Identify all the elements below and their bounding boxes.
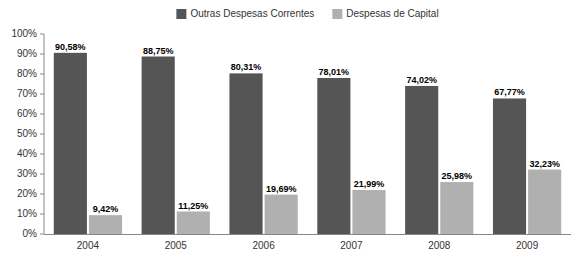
y-tick-label: 10% (17, 208, 37, 219)
y-tick (40, 214, 44, 215)
y-tick (40, 154, 44, 155)
y-tick (40, 194, 44, 195)
y-tick-label: 20% (17, 188, 37, 199)
y-tick (40, 174, 44, 175)
data-label: 19,69% (266, 184, 297, 194)
y-tick (40, 134, 44, 135)
data-label: 90,58% (55, 42, 86, 52)
x-tick-label: 2007 (340, 240, 363, 251)
legend-label: Despesas de Capital (346, 8, 438, 19)
y-tick-label: 40% (17, 148, 37, 159)
data-label: 32,23% (529, 159, 560, 169)
y-tick (40, 54, 44, 55)
x-tick-label: 2004 (77, 240, 100, 251)
legend: Outras Despesas Correntes Despesas de Cap… (176, 8, 438, 19)
data-label: 21,99% (354, 179, 385, 189)
bar (177, 212, 210, 235)
data-label: 11,25% (178, 201, 208, 211)
y-tick-label: 90% (17, 48, 37, 59)
x-tick-label: 2008 (428, 240, 451, 251)
chart: 0% 10% 20% 30% 40% 50% 60% 70% 80% 90% 100% 2004 200… (0, 0, 583, 258)
bar (265, 195, 298, 234)
legend-item: Despesas de Capital (332, 8, 438, 19)
y-tick (40, 234, 44, 235)
data-label: 74,02% (406, 75, 437, 85)
bar (493, 98, 526, 234)
data-label: 9,42% (93, 204, 119, 214)
y-tick-label: 80% (17, 68, 37, 79)
x-tick-label: 2006 (252, 240, 275, 251)
data-labels: 90,58% 88,75% 80,31% 78,01% 74,02% 67,77% 9,42… (55, 42, 560, 214)
data-label: 67,77% (494, 87, 525, 97)
y-tick (40, 74, 44, 75)
axes: 0% 10% 20% 30% 40% 50% 60% 70% 80% 90% 100% 2004 200… (11, 28, 571, 251)
data-label: 25,98% (442, 171, 473, 181)
legend-swatch (332, 9, 342, 19)
data-label: 88,75% (143, 46, 174, 56)
bar (440, 182, 473, 234)
data-label: 80,31% (231, 62, 262, 72)
x-axis-line (44, 234, 571, 235)
bar (229, 73, 262, 234)
x-tick-label: 2005 (165, 240, 188, 251)
x-tick-label: 2009 (516, 240, 539, 251)
y-tick (40, 94, 44, 95)
bar (317, 78, 350, 234)
bar (142, 57, 175, 235)
y-tick (40, 34, 44, 35)
bars (54, 53, 561, 234)
y-tick-label: 30% (17, 168, 37, 179)
bar (89, 215, 122, 234)
y-tick-label: 60% (17, 108, 37, 119)
bar (54, 53, 87, 234)
y-tick-label: 70% (17, 88, 37, 99)
y-tick-label: 100% (11, 28, 37, 39)
data-label: 78,01% (319, 67, 350, 77)
bar (528, 170, 561, 234)
legend-item: Outras Despesas Correntes (176, 8, 314, 19)
legend-label: Outras Despesas Correntes (190, 8, 314, 19)
y-tick-label: 50% (17, 128, 37, 139)
page: {"chart_data": {"type": "bar", "categori… (0, 0, 583, 258)
y-tick (40, 114, 44, 115)
y-tick-label: 0% (23, 228, 38, 239)
bar (352, 190, 385, 234)
bar (405, 86, 438, 234)
legend-swatch (176, 9, 186, 19)
